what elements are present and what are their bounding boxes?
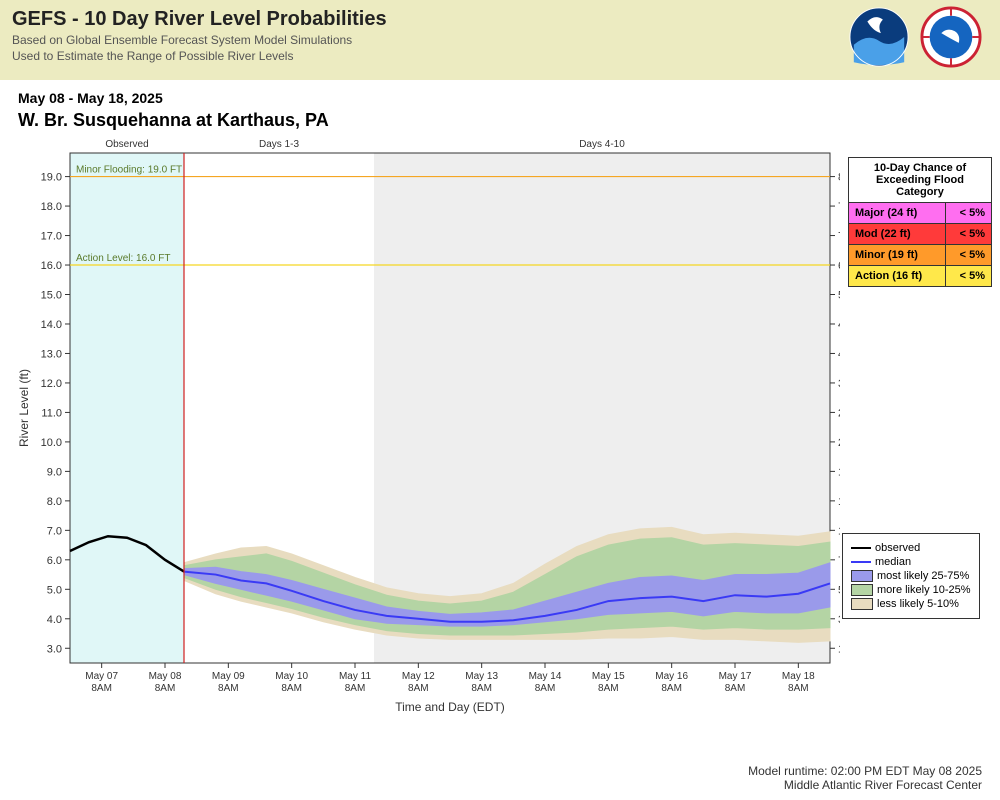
header-title: GEFS - 10 Day River Level Probabilities — [12, 8, 988, 31]
chart-container: 3.0 4.0 5.0 6.0 7.0 8.0 9.0 10.0 11.0 12.0 13.0 14.… — [10, 133, 1000, 728]
svg-text:May 18: May 18 — [782, 671, 815, 682]
svg-text:May 12: May 12 — [402, 671, 435, 682]
svg-text:88,000: 88,000 — [838, 172, 840, 184]
svg-text:Days 4-10: Days 4-10 — [579, 139, 625, 150]
svg-text:5.0: 5.0 — [47, 584, 62, 596]
svg-text:11.0: 11.0 — [41, 407, 62, 419]
svg-text:8AM: 8AM — [345, 683, 366, 694]
header-sub2: Used to Estimate the Range of Possible R… — [12, 49, 988, 63]
legend-1025: more likely 10-25% — [851, 584, 971, 596]
legend-0510: less likely 5-10% — [851, 598, 971, 610]
prob-row: Major (24 ft)< 5% — [849, 203, 992, 224]
svg-text:8AM: 8AM — [788, 683, 809, 694]
legend-median: median — [851, 556, 971, 568]
svg-text:33,000: 33,000 — [838, 378, 840, 390]
svg-text:Action Level: 16.0 FT: Action Level: 16.0 FT — [76, 253, 171, 264]
svg-text:19.0: 19.0 — [41, 172, 62, 184]
svg-text:15.0: 15.0 — [41, 290, 62, 302]
svg-text:May 08: May 08 — [149, 671, 182, 682]
svg-text:78,000: 78,000 — [838, 201, 840, 213]
svg-text:7,700: 7,700 — [838, 555, 840, 567]
footer: Model runtime: 02:00 PM EDT May 08 2025 … — [748, 764, 982, 792]
svg-text:Time and Day (EDT): Time and Day (EDT) — [395, 700, 505, 714]
probability-table: 10-Day Chance of Exceeding Flood Categor… — [848, 157, 992, 287]
svg-text:8AM: 8AM — [471, 683, 492, 694]
svg-text:6.0: 6.0 — [47, 555, 62, 567]
header-band: GEFS - 10 Day River Level Probabilities … — [0, 0, 1000, 80]
svg-text:40,000: 40,000 — [838, 348, 840, 360]
svg-text:54,000: 54,000 — [838, 290, 840, 302]
svg-text:May 17: May 17 — [719, 671, 752, 682]
svg-text:Observed: Observed — [105, 139, 148, 150]
header-sub1: Based on Global Ensemble Forecast System… — [12, 33, 988, 47]
location-title: W. Br. Susquehanna at Karthaus, PA — [18, 110, 1000, 131]
svg-text:9.0: 9.0 — [47, 466, 62, 478]
svg-text:13.0: 13.0 — [41, 348, 62, 360]
svg-text:18,000: 18,000 — [838, 466, 840, 478]
date-range: May 08 - May 18, 2025 — [18, 90, 1000, 106]
svg-text:3.0: 3.0 — [47, 643, 62, 655]
svg-text:May 07: May 07 — [85, 671, 118, 682]
nws-logo-icon — [920, 6, 982, 68]
svg-text:61,000: 61,000 — [838, 260, 840, 272]
svg-text:14.0: 14.0 — [41, 319, 62, 331]
svg-text:May 15: May 15 — [592, 671, 625, 682]
chart-legend: observed median most likely 25-75% more … — [842, 533, 980, 619]
svg-text:16.0: 16.0 — [41, 260, 62, 272]
svg-text:8AM: 8AM — [91, 683, 112, 694]
svg-text:8AM: 8AM — [661, 683, 682, 694]
svg-text:River Level (ft): River Level (ft) — [17, 369, 31, 447]
svg-text:May 13: May 13 — [465, 671, 498, 682]
svg-text:17.0: 17.0 — [41, 231, 62, 243]
svg-text:10.0: 10.0 — [41, 437, 62, 449]
prob-table-title: 10-Day Chance of Exceeding Flood Categor… — [849, 158, 992, 203]
svg-text:7.0: 7.0 — [47, 525, 62, 537]
svg-text:70,000: 70,000 — [838, 231, 840, 243]
legend-observed: observed — [851, 542, 971, 554]
svg-text:46,000: 46,000 — [838, 319, 840, 331]
svg-text:11,000: 11,000 — [838, 525, 840, 537]
svg-text:23,000: 23,000 — [838, 437, 840, 449]
svg-text:May 16: May 16 — [655, 671, 688, 682]
svg-text:3,300: 3,300 — [838, 614, 840, 626]
svg-text:May 10: May 10 — [275, 671, 308, 682]
svg-text:May 14: May 14 — [529, 671, 562, 682]
legend-2575: most likely 25-75% — [851, 570, 971, 582]
probability-table-wrap: 10-Day Chance of Exceeding Flood Categor… — [848, 157, 992, 287]
river-chart: 3.0 4.0 5.0 6.0 7.0 8.0 9.0 10.0 11.0 12.0 13.0 14.… — [10, 133, 840, 723]
prob-row: Action (16 ft)< 5% — [849, 266, 992, 287]
svg-text:8AM: 8AM — [155, 683, 176, 694]
svg-text:May 11: May 11 — [339, 671, 371, 682]
svg-text:12.0: 12.0 — [41, 378, 62, 390]
svg-text:Minor Flooding: 19.0 FT: Minor Flooding: 19.0 FT — [76, 165, 182, 176]
svg-text:8AM: 8AM — [408, 683, 429, 694]
svg-text:8AM: 8AM — [725, 683, 746, 694]
svg-text:8AM: 8AM — [535, 683, 556, 694]
svg-text:28,000: 28,000 — [838, 407, 840, 419]
svg-text:8AM: 8AM — [281, 683, 302, 694]
prob-row: Minor (19 ft)< 5% — [849, 245, 992, 266]
svg-text:8AM: 8AM — [598, 683, 619, 694]
svg-text:8AM: 8AM — [218, 683, 239, 694]
prob-row: Mod (22 ft)< 5% — [849, 224, 992, 245]
footer-center: Middle Atlantic River Forecast Center — [748, 778, 982, 792]
footer-runtime: Model runtime: 02:00 PM EDT May 08 2025 — [748, 764, 982, 778]
svg-text:14,000: 14,000 — [838, 496, 840, 508]
svg-text:1,900: 1,900 — [838, 643, 840, 655]
noaa-logo-icon — [848, 6, 910, 68]
svg-text:May 09: May 09 — [212, 671, 245, 682]
svg-text:5,200: 5,200 — [838, 584, 840, 596]
svg-text:8.0: 8.0 — [47, 496, 62, 508]
svg-text:Days 1-3: Days 1-3 — [259, 139, 299, 150]
svg-text:18.0: 18.0 — [41, 201, 62, 213]
svg-text:4.0: 4.0 — [47, 614, 62, 626]
